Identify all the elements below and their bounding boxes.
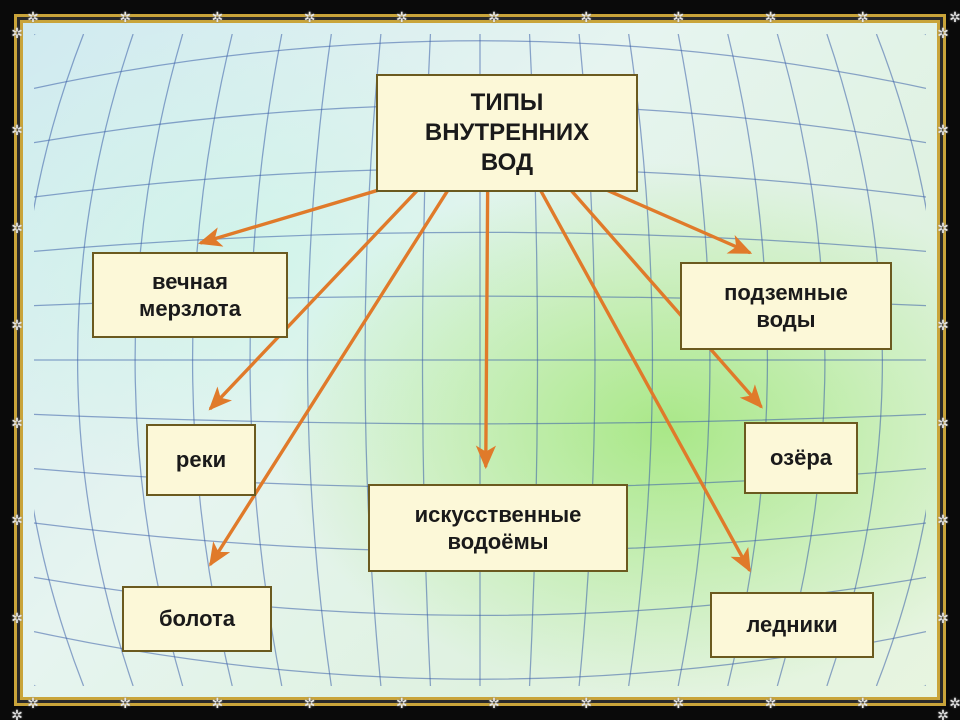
frame-ornament-icon: ✲ [8,121,26,139]
arrow-groundwater [595,185,749,252]
frame-ornament-icon: ✲ [669,8,687,26]
frame-ornament-icon: ✲ [577,694,595,712]
frame-ornament-icon: ✲ [208,8,226,26]
diagram-node-permafrost: вечная мерзлота [92,252,288,338]
frame-ornament-icon: ✲ [24,694,42,712]
frame-ornament-icon: ✲ [393,694,411,712]
frame-ornament-icon: ✲ [934,609,952,627]
frame-ornament-icon: ✲ [934,24,952,42]
frame-ornament-icon: ✲ [393,8,411,26]
diagram-node-lakes: озёра [744,422,858,494]
diagram-node-rivers: реки [146,424,256,496]
frame-ornament-icon: ✲ [8,609,26,627]
frame-ornament-icon: ✲ [934,219,952,237]
frame-ornament-icon: ✲ [934,706,952,720]
diagram-root-box: ТИПЫ ВНУТРЕННИХ ВОД [376,74,638,192]
diagram-node-artificial: искусственные водоёмы [368,484,628,572]
frame-ornament-icon: ✲ [116,694,134,712]
frame-ornament-icon: ✲ [8,219,26,237]
frame-ornament-icon: ✲ [116,8,134,26]
frame-ornament-icon: ✲ [762,8,780,26]
frame-ornament-icon: ✲ [485,694,503,712]
frame-ornament-icon: ✲ [854,694,872,712]
frame-ornament-icon: ✲ [301,8,319,26]
frame-ornament-icon: ✲ [8,511,26,529]
frame-ornament-icon: ✲ [485,8,503,26]
frame-ornament-icon: ✲ [8,24,26,42]
frame-ornament-icon: ✲ [301,694,319,712]
frame-ornament-icon: ✲ [208,694,226,712]
diagram-node-swamps: болота [122,586,272,652]
frame-ornament-icon: ✲ [8,706,26,720]
frame-ornament-icon: ✲ [934,511,952,529]
frame-ornament-icon: ✲ [669,694,687,712]
frame-ornament-icon: ✲ [934,316,952,334]
slide-frame: ТИПЫ ВНУТРЕННИХ ВОД вечная мерзлота подзе… [0,0,960,720]
diagram-node-glaciers: ледники [710,592,874,658]
arrow-artificial [486,185,488,466]
frame-ornament-icon: ✲ [762,694,780,712]
diagram-node-groundwater: подземные воды [680,262,892,350]
frame-ornament-icon: ✲ [577,8,595,26]
frame-ornament-icon: ✲ [8,414,26,432]
frame-ornament-icon: ✲ [934,414,952,432]
frame-ornament-icon: ✲ [24,8,42,26]
frame-ornament-icon: ✲ [8,316,26,334]
frame-ornament-icon: ✲ [854,8,872,26]
frame-ornament-icon: ✲ [934,121,952,139]
arrow-permafrost [201,185,395,243]
